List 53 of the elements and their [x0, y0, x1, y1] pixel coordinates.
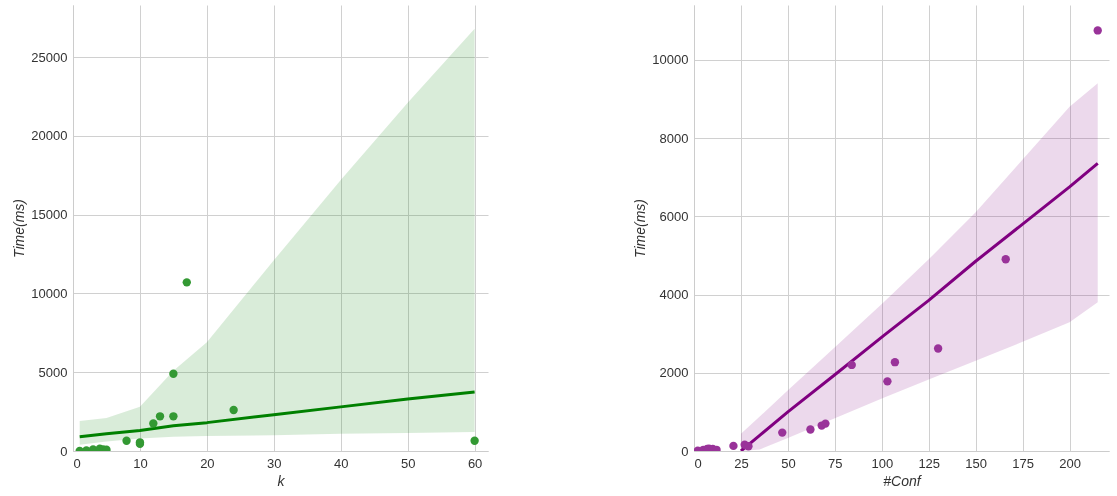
point: [729, 441, 738, 451]
x-tick-label: 40: [334, 455, 349, 471]
x-tick-label: 0: [73, 455, 81, 471]
y-tick-label: 15000: [31, 207, 68, 223]
point: [122, 436, 131, 445]
y-tick-label: 25000: [31, 49, 68, 65]
x-axis-title: #Conf: [883, 472, 923, 489]
point: [933, 344, 943, 353]
x-tick-label: 125: [918, 455, 941, 471]
x-tick-label: 200: [1059, 455, 1081, 471]
x-tick-label: 50: [400, 455, 416, 471]
point: [169, 412, 178, 421]
point: [806, 425, 815, 434]
point: [821, 419, 830, 428]
point: [229, 405, 238, 415]
x-tick-label: 25: [734, 455, 749, 471]
point: [169, 369, 178, 378]
point: [1001, 255, 1010, 264]
point: [155, 412, 165, 421]
x-tick-label: 150: [965, 455, 988, 471]
x-tick-label: 75: [828, 455, 843, 471]
x-tick-label: 20: [200, 455, 215, 471]
point: [182, 278, 191, 287]
y-tick-label: 2000: [659, 365, 689, 381]
x-axis-title: k: [277, 472, 286, 489]
point: [890, 358, 900, 367]
y-axis-title: Time(ms): [632, 199, 649, 258]
x-tick-label: 175: [1012, 455, 1034, 471]
y-tick-label: 10000: [31, 285, 68, 301]
y-axis-title: Time(ms): [11, 199, 28, 258]
y-tick-label: 0: [60, 443, 68, 459]
x-tick-label: 60: [467, 455, 483, 471]
point: [1093, 26, 1102, 35]
y-tick-label: 0: [681, 443, 689, 459]
y-tick-label: 4000: [659, 287, 689, 303]
y-tick-label: 20000: [31, 128, 68, 144]
point: [847, 360, 856, 370]
point: [883, 377, 892, 386]
y-tick-label: 6000: [659, 208, 689, 224]
point: [470, 436, 479, 445]
line-series: [78, 390, 477, 439]
point: [744, 442, 753, 451]
point: [778, 428, 787, 437]
y-tick-label: 5000: [38, 364, 68, 380]
point: [149, 419, 158, 428]
y-tick-label: 8000: [659, 130, 689, 146]
x-tick-label: 100: [871, 455, 894, 471]
x-tick-label: 30: [267, 455, 282, 471]
y-tick-label: 10000: [652, 52, 689, 68]
line-series: [739, 161, 1100, 451]
x-tick-label: 10: [133, 455, 148, 471]
x-tick-label: 50: [781, 455, 796, 471]
x-tick-label: 0: [694, 455, 702, 471]
